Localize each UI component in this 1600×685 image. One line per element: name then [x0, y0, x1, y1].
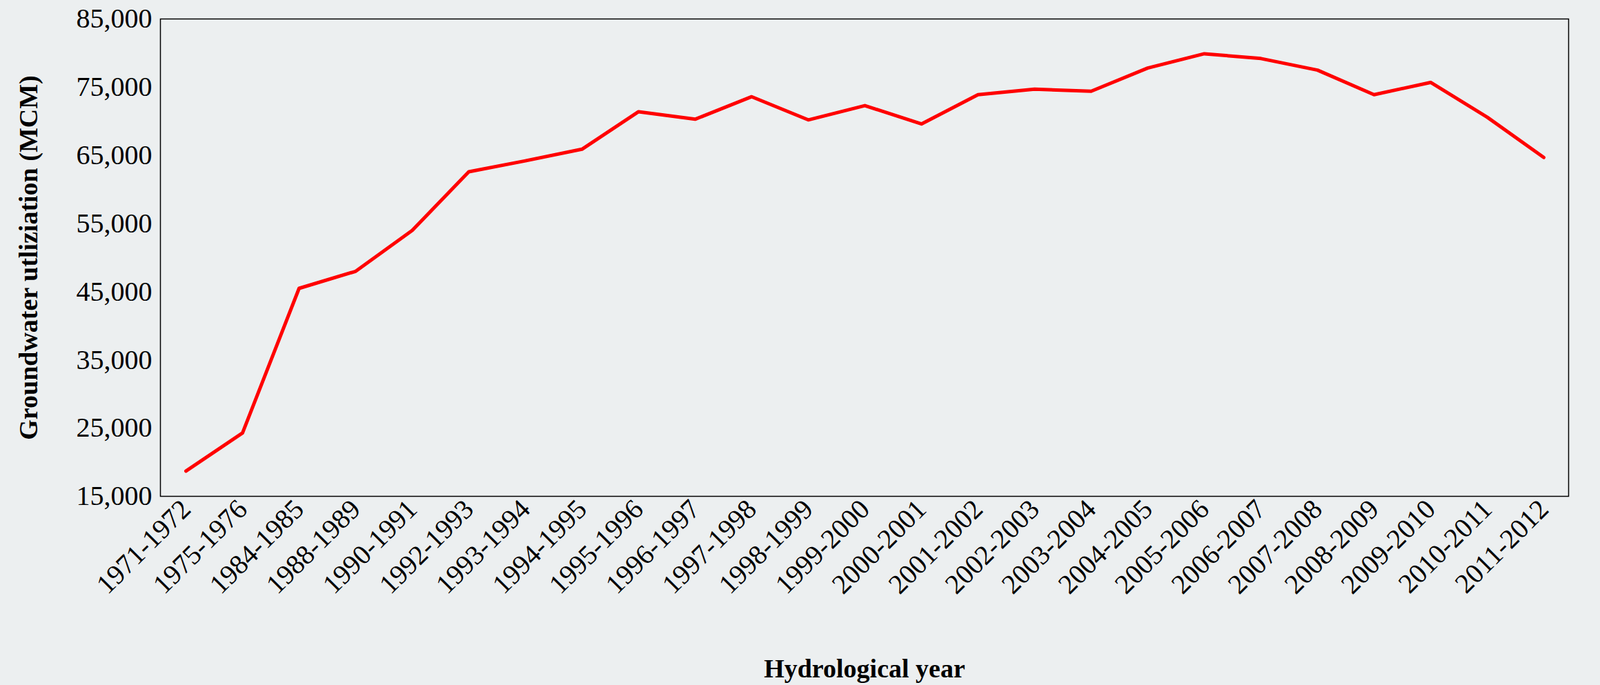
- svg-text:1990-1991: 1990-1991: [316, 493, 423, 600]
- svg-text:1999-2000: 1999-2000: [768, 493, 876, 600]
- svg-text:Hydrological year: Hydrological year: [763, 654, 966, 684]
- svg-text:45,000: 45,000: [76, 275, 153, 308]
- svg-text:1975-1976: 1975-1976: [146, 493, 254, 600]
- svg-text:2002-2003: 2002-2003: [938, 493, 1046, 600]
- svg-text:1984-1985: 1984-1985: [203, 493, 310, 600]
- svg-text:1993-1994: 1993-1994: [429, 493, 537, 600]
- svg-text:1998-1999: 1998-1999: [712, 493, 819, 600]
- svg-text:55,000: 55,000: [76, 207, 153, 239]
- svg-text:1997-1998: 1997-1998: [655, 493, 763, 600]
- svg-text:2000-2001: 2000-2001: [825, 493, 933, 600]
- svg-text:1995-1996: 1995-1996: [542, 493, 650, 600]
- svg-text:2008-2009: 2008-2009: [1278, 493, 1385, 600]
- svg-text:1988-1989: 1988-1989: [259, 493, 367, 600]
- svg-text:2009-2010: 2009-2010: [1334, 493, 1442, 600]
- svg-text:15,000: 15,000: [76, 480, 153, 512]
- svg-text:2010-2011: 2010-2011: [1392, 493, 1498, 600]
- svg-text:1994-1995: 1994-1995: [486, 493, 593, 600]
- svg-text:2001-2002: 2001-2002: [882, 493, 989, 600]
- svg-text:Groundwater utliziation (MCM): Groundwater utliziation (MCM): [13, 75, 44, 440]
- svg-text:2006-2007: 2006-2007: [1164, 493, 1272, 600]
- svg-text:65,000: 65,000: [76, 139, 153, 171]
- svg-text:35,000: 35,000: [76, 344, 153, 376]
- svg-text:2011-2012: 2011-2012: [1448, 493, 1555, 599]
- svg-text:1996-1997: 1996-1997: [599, 493, 706, 600]
- svg-text:2004-2005: 2004-2005: [1051, 493, 1159, 600]
- svg-text:1971-1972: 1971-1972: [90, 493, 197, 600]
- svg-text:2007-2008: 2007-2008: [1221, 493, 1329, 600]
- svg-text:1992-1993: 1992-1993: [372, 493, 480, 600]
- svg-text:75,000: 75,000: [76, 71, 153, 103]
- svg-text:85,000: 85,000: [76, 2, 153, 34]
- svg-text:25,000: 25,000: [76, 411, 153, 443]
- svg-text:2003-2004: 2003-2004: [995, 493, 1102, 600]
- svg-text:2005-2006: 2005-2006: [1108, 493, 1215, 600]
